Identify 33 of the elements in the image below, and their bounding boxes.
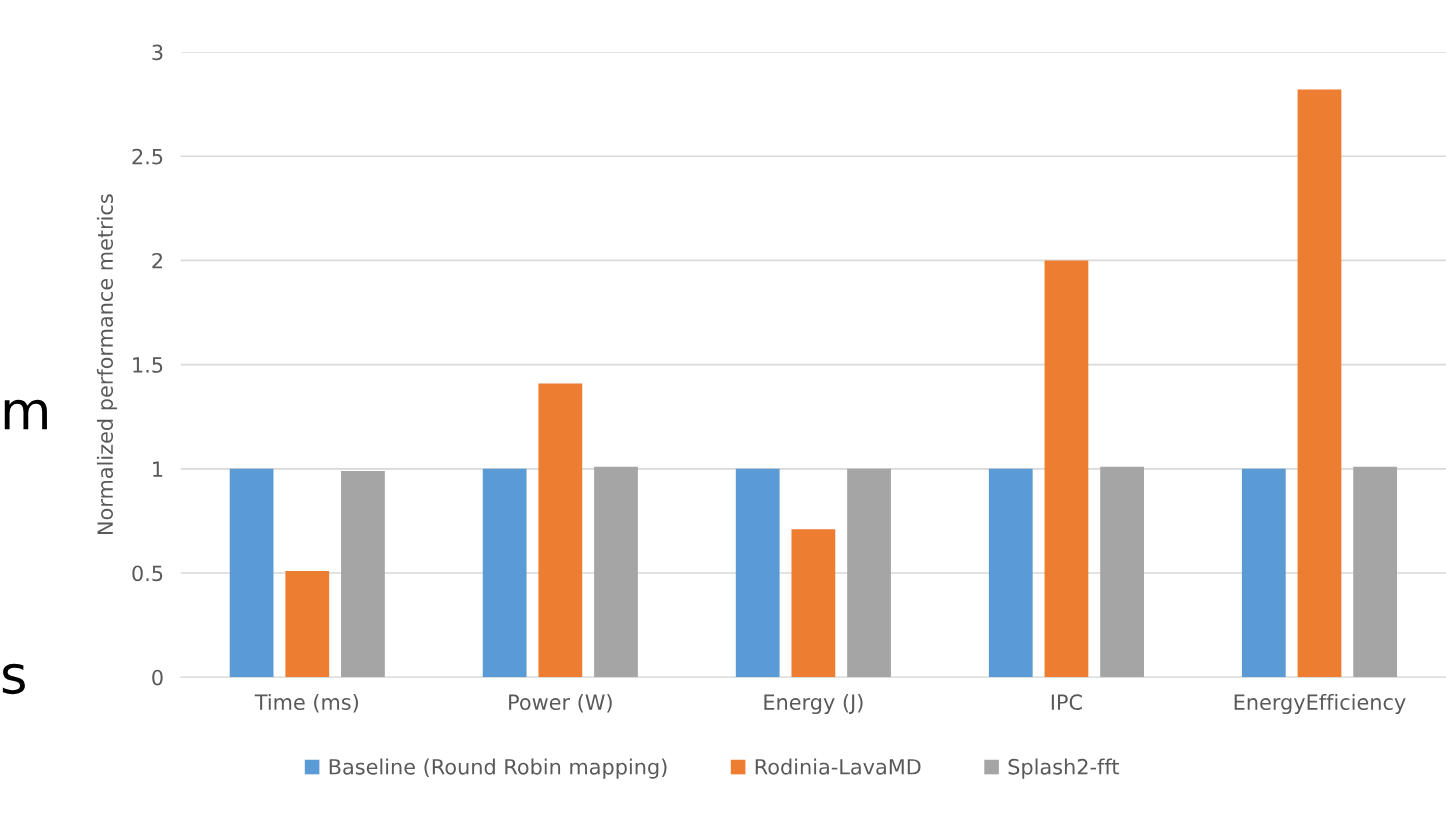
legend-label: Rodinia-LavaMD <box>755 758 921 775</box>
y-tick-label: 1 <box>153 461 163 477</box>
bar <box>791 529 836 678</box>
y-tick-label: 0 <box>152 669 163 686</box>
bar <box>285 570 330 678</box>
legend-label: Baseline (Round Robin mapping) <box>329 758 667 779</box>
y-tick-label: 1.5 <box>133 357 163 373</box>
y-tick-label: 0.5 <box>132 565 163 582</box>
bar <box>229 468 274 678</box>
bar <box>1044 260 1089 678</box>
bar <box>988 468 1033 678</box>
bar <box>847 468 891 678</box>
y-axis-title: Normalized performance metrics <box>96 194 118 534</box>
bar <box>1353 466 1398 678</box>
x-tick-label: IPC <box>1051 694 1082 711</box>
bar <box>482 468 527 678</box>
bar <box>538 383 583 678</box>
legend-label: Splash2-fft <box>1008 758 1120 779</box>
y-tick-label: 2 <box>152 252 162 269</box>
x-tick-label: Time (ms) <box>254 693 358 713</box>
bar <box>1241 468 1286 678</box>
y-tick-label: 2.5 <box>132 148 163 165</box>
text: m <box>4 399 47 430</box>
bar <box>1100 466 1144 678</box>
text: s <box>2 663 25 695</box>
bar <box>594 466 638 678</box>
x-tick-label: Power (W) <box>509 693 612 713</box>
x-tick-label: EnergyEfficiency <box>1234 693 1406 715</box>
bar <box>1297 89 1342 678</box>
y-tick-label: 3 <box>152 44 163 61</box>
bar <box>735 468 780 678</box>
x-tick-label: Energy (J) <box>764 693 863 715</box>
bar <box>341 470 385 678</box>
